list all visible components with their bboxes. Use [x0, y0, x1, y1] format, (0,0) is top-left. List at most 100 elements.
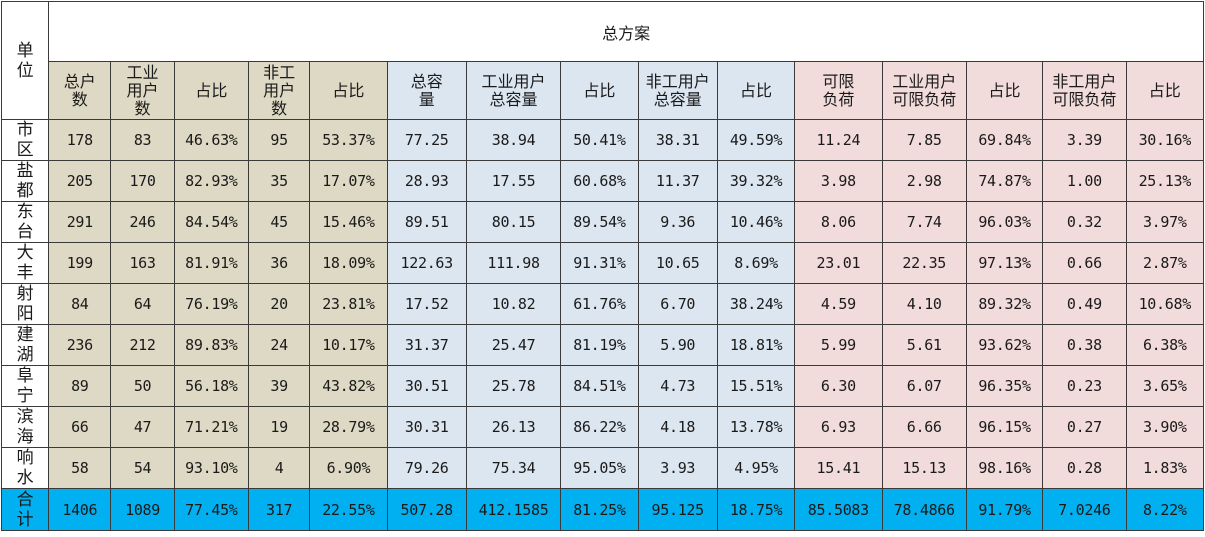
column-header-label: 非工用户数	[263, 62, 296, 118]
table-cell: 95	[247, 119, 311, 161]
column-header: 工业用户可限负荷	[881, 61, 967, 120]
table-cell: 83	[110, 119, 175, 161]
table-cell: 4.59	[794, 283, 883, 325]
table-row: 响水 58 54 93.10% 4 6.90% 79.26 75.34 95.05% 3.93 4.…	[0, 447, 1205, 489]
column-header-label: 占比	[195, 80, 228, 100]
column-header-label: 工业用户可限负荷	[892, 71, 957, 109]
column-header: 占比	[965, 61, 1044, 120]
table-cell: 81.91%	[173, 242, 249, 284]
table-cell: 53.37%	[309, 119, 388, 161]
table-row: 射阳 84 64 76.19% 20 23.81% 17.52 10.82 61.76% 6.70…	[0, 283, 1205, 325]
table-cell: 4.10	[881, 283, 967, 325]
table-cell: 30.31	[386, 406, 467, 448]
table-row: 阜宁 89 50 56.18% 39 43.82% 30.51 25.78 84.51% 4.73…	[0, 365, 1205, 407]
table-cell: 80.15	[465, 201, 562, 243]
table-cell: 178	[48, 119, 112, 161]
table-cell: 246	[110, 201, 175, 243]
table-cell: 8.69%	[716, 242, 796, 284]
table-cell: 25.13%	[1125, 160, 1205, 202]
table-cell: 6.70	[637, 283, 718, 325]
table-cell: 122.63	[386, 242, 467, 284]
table-cell: 85.5083	[794, 488, 883, 531]
table-cell: 31.37	[386, 324, 467, 366]
table-cell: 6.90%	[309, 447, 388, 489]
table-cell: 39	[247, 365, 311, 407]
table-cell: 89.51	[386, 201, 467, 243]
table-cell: 0.49	[1042, 283, 1127, 325]
table-cell: 25.47	[465, 324, 562, 366]
table-cell: 11.37	[637, 160, 718, 202]
table-cell: 93.62%	[965, 324, 1044, 366]
unit-name: 滨海	[0, 406, 50, 448]
table-cell: 0.66	[1042, 242, 1127, 284]
table-cell: 10.65	[637, 242, 718, 284]
table-cell: 0.32	[1042, 201, 1127, 243]
column-header: 占比	[309, 61, 388, 120]
table-cell: 39.32%	[716, 160, 796, 202]
table-cell: 47	[110, 406, 175, 448]
column-header: 非工用户总容量	[637, 61, 718, 120]
table-cell: 28.93	[386, 160, 467, 202]
table-cell: 7.85	[881, 119, 967, 161]
table-cell: 93.10%	[173, 447, 249, 489]
table-cell: 412.1585	[465, 488, 562, 531]
table-cell: 6.38%	[1125, 324, 1205, 366]
table-cell: 60.68%	[560, 160, 639, 202]
table-cell: 9.36	[637, 201, 718, 243]
table-cell: 7.0246	[1042, 488, 1127, 531]
column-header: 总户数	[48, 61, 112, 120]
table-cell: 22.55%	[309, 488, 388, 531]
unit-name-text: 大丰	[16, 243, 34, 283]
table-cell: 13.78%	[716, 406, 796, 448]
column-header-label: 总容量	[410, 71, 443, 109]
column-header: 占比	[716, 61, 796, 120]
table-cell: 86.22%	[560, 406, 639, 448]
table-cell: 291	[48, 201, 112, 243]
table-cell: 98.16%	[965, 447, 1044, 489]
column-header: 可限负荷	[794, 61, 883, 120]
table-row: 东台 291 246 84.54% 45 15.46% 89.51 80.15 89.54% 9.…	[0, 201, 1205, 243]
table-cell: 79.26	[386, 447, 467, 489]
table-cell: 38.94	[465, 119, 562, 161]
table-cell: 91.31%	[560, 242, 639, 284]
table-cell: 22.35	[881, 242, 967, 284]
table-cell: 30.51	[386, 365, 467, 407]
table-cell: 10.82	[465, 283, 562, 325]
table-cell: 10.17%	[309, 324, 388, 366]
table-cell: 23.81%	[309, 283, 388, 325]
table-cell: 66	[48, 406, 112, 448]
table-cell: 82.93%	[173, 160, 249, 202]
table-cell: 4	[247, 447, 311, 489]
table-body: 市区 178 83 46.63% 95 53.37% 77.25 38.94 50.41% 38.…	[0, 119, 1205, 531]
unit-name: 大丰	[0, 242, 50, 284]
column-header-row: 总户数 工业用户数 占比 非工用户数 占比 总容量 工业用户总容量 占比 非工用户总容量 占比 可限…	[2, 61, 1205, 120]
table-cell: 89.54%	[560, 201, 639, 243]
table-cell: 18.75%	[716, 488, 796, 531]
column-header-label: 占比	[1148, 80, 1181, 100]
total-row: 合计 1406 1089 77.45% 317 22.55% 507.28 412.1585 8…	[0, 488, 1205, 531]
table-cell: 97.13%	[965, 242, 1044, 284]
table-cell: 317	[247, 488, 311, 531]
table-cell: 89.83%	[173, 324, 249, 366]
table-cell: 0.38	[1042, 324, 1127, 366]
table-row: 市区 178 83 46.63% 95 53.37% 77.25 38.94 50.41% 38.…	[0, 119, 1205, 161]
column-header: 总容量	[386, 61, 467, 120]
table-cell: 15.46%	[309, 201, 388, 243]
table-title: 总方案	[48, 1, 1204, 62]
table-cell: 4.73	[637, 365, 718, 407]
unit-name-text: 合计	[16, 489, 34, 530]
table-row: 滨海 66 47 71.21% 19 28.79% 30.31 26.13 86.22% 4.18…	[0, 406, 1205, 448]
table-cell: 56.18%	[173, 365, 249, 407]
table-cell: 18.81%	[716, 324, 796, 366]
table-cell: 36	[247, 242, 311, 284]
table-cell: 17.07%	[309, 160, 388, 202]
table-cell: 0.27	[1042, 406, 1127, 448]
table-cell: 95.125	[637, 488, 718, 531]
table-cell: 5.99	[794, 324, 883, 366]
table-cell: 507.28	[386, 488, 467, 531]
table-cell: 25.78	[465, 365, 562, 407]
table-cell: 6.07	[881, 365, 967, 407]
table-cell: 4.95%	[716, 447, 796, 489]
column-header-label: 可限负荷	[822, 71, 855, 109]
